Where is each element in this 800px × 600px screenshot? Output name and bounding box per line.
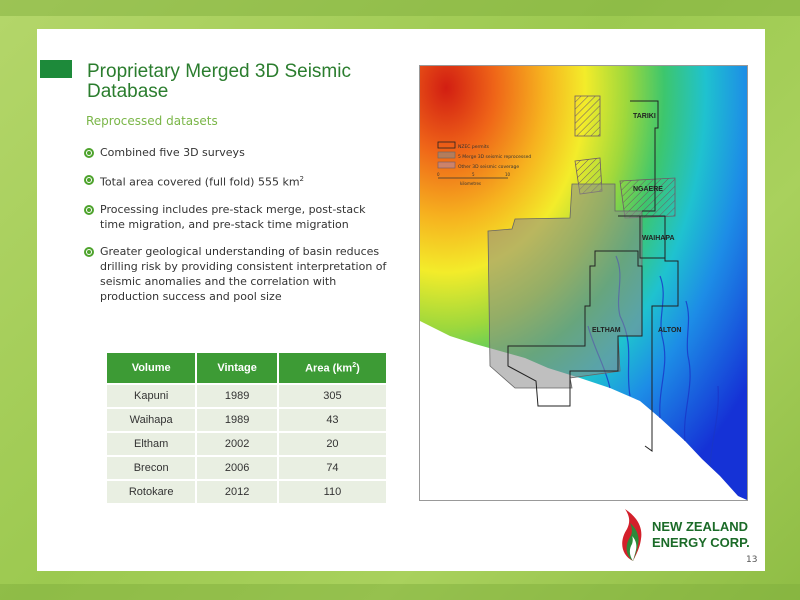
nzec-permit-boundaries [507, 100, 679, 452]
bullet-icon [84, 204, 94, 215]
svg-text:5: 5 [472, 172, 475, 177]
bullet-item: Greater geological understanding of basi… [83, 244, 388, 304]
map-place-labels: TARIKI NGAERE WAIHAPA ELTHAM ALTON [592, 113, 681, 334]
table-row: Eltham 2002 20 [107, 431, 386, 456]
slide: Proprietary Merged 3D Seismic Database R… [37, 29, 765, 571]
bullet-item: Total area covered (full fold) 555 km2 [83, 172, 388, 190]
slide-title: Proprietary Merged 3D Seismic Database [87, 61, 351, 102]
bullet-icon [84, 246, 94, 257]
column-header-vintage: Vintage [195, 353, 278, 384]
title-accent-bar [40, 60, 72, 78]
logo-text: NEW ZEALAND ENERGY CORP. [652, 519, 750, 550]
legend-swatch-other [437, 161, 456, 169]
svg-text:NZEC permits: NZEC permits [458, 144, 490, 150]
other-3d-coverage-area [619, 177, 676, 219]
table-row: Kapuni 1989 305 [107, 383, 386, 408]
background-strip-bottom [0, 584, 800, 600]
label-alton: ALTON [658, 327, 681, 334]
flame-icon [622, 509, 642, 561]
label-eltham: ELTHAM [592, 327, 621, 334]
legend-swatch-permit [437, 141, 456, 149]
column-header-area: Area (km2) [276, 353, 386, 384]
map-legend: NZEC permits 5 Merge 3D seismic reproces… [437, 141, 531, 186]
bullet-icon [84, 175, 94, 185]
slide-subtitle: Reprocessed datasets [86, 114, 218, 128]
seismic-volume-table: Volume Vintage Area (km2) Kapuni 1989 305 … [107, 353, 386, 503]
bullet-item: Combined five 3D surveys [83, 145, 388, 160]
background-strip-top [0, 0, 800, 16]
svg-text:Other 3D seismic coverage: Other 3D seismic coverage [458, 164, 519, 170]
bullet-list: Combined five 3D surveys Total area cove… [83, 145, 388, 316]
table-row: Rotokare 2012 110 [107, 479, 386, 503]
bullet-icon [84, 148, 94, 158]
svg-text:0: 0 [437, 172, 440, 177]
label-tariki: TARIKI [633, 113, 656, 120]
label-waihapa: WAIHAPA [642, 235, 675, 242]
label-ngaere: NGAERE [633, 186, 663, 193]
company-logo: NEW ZEALAND ENERGY CORP. [615, 507, 765, 567]
svg-text:10: 10 [505, 172, 511, 177]
page-number: 13 [746, 555, 758, 565]
table-row: Brecon 2006 74 [107, 455, 386, 480]
legend-swatch-merge [437, 151, 456, 159]
svg-text:5 Merge 3D seismic reprocessed: 5 Merge 3D seismic reprocessed [458, 154, 531, 160]
table-header-row: Volume Vintage Area (km2) [107, 353, 386, 384]
column-header-volume: Volume [107, 353, 197, 384]
other-3d-coverage-area [574, 95, 601, 137]
svg-text:kilometres: kilometres [460, 181, 481, 186]
table-row: Waihapa 1989 43 [107, 407, 386, 432]
seismic-coverage-map: TARIKI NGAERE WAIHAPA ELTHAM ALTON NZEC … [419, 65, 748, 501]
bullet-item: Processing includes pre-stack merge, pos… [83, 202, 388, 232]
